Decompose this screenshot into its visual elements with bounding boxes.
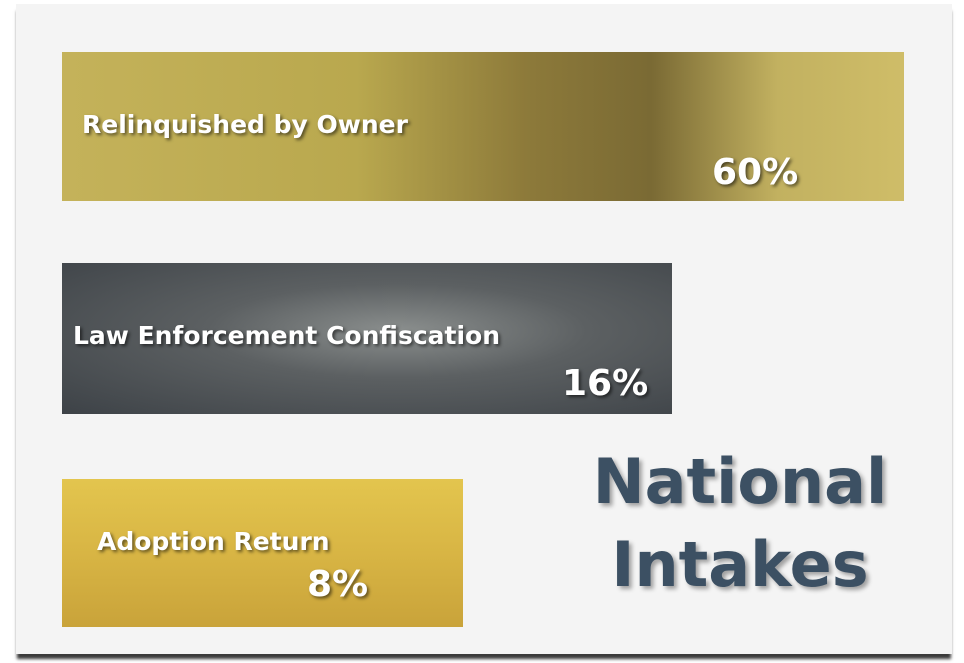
intake-bar: Law Enforcement Confiscation 16%: [62, 263, 672, 414]
bar-value: 60%: [712, 152, 799, 193]
title: National: [592, 445, 888, 518]
intake-bar: Adoption Return 8%: [62, 479, 463, 627]
title: Intakes: [611, 528, 869, 601]
bar-label: Adoption Return: [97, 527, 330, 556]
bar-value: 8%: [307, 564, 369, 605]
bar-label: Relinquished by Owner: [82, 110, 408, 139]
intake-bar: Relinquished by Owner 60%: [62, 52, 904, 201]
bar-value: 16%: [562, 363, 649, 404]
bar-label: Law Enforcement Confiscation: [73, 321, 501, 350]
